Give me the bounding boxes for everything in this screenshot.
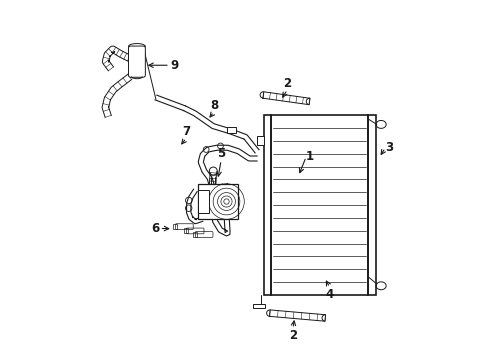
Bar — [183, 228, 187, 233]
Text: 5: 5 — [217, 147, 225, 160]
Text: 2: 2 — [283, 77, 291, 90]
Bar — [253, 304, 264, 308]
Bar — [257, 136, 263, 145]
Text: 6: 6 — [151, 222, 159, 235]
Bar — [197, 190, 208, 213]
Text: 7: 7 — [182, 125, 190, 138]
Text: 4: 4 — [325, 288, 333, 301]
Text: 9: 9 — [169, 59, 178, 72]
Text: 2: 2 — [288, 329, 296, 342]
Text: 8: 8 — [209, 99, 218, 112]
Text: 3: 3 — [385, 141, 393, 154]
Bar — [263, 116, 271, 295]
Bar — [271, 116, 367, 295]
FancyBboxPatch shape — [128, 46, 145, 77]
Bar — [226, 127, 235, 133]
Bar — [367, 116, 375, 295]
Text: 1: 1 — [305, 150, 314, 163]
Bar — [172, 224, 177, 229]
Bar — [197, 184, 237, 219]
Bar — [192, 232, 196, 237]
